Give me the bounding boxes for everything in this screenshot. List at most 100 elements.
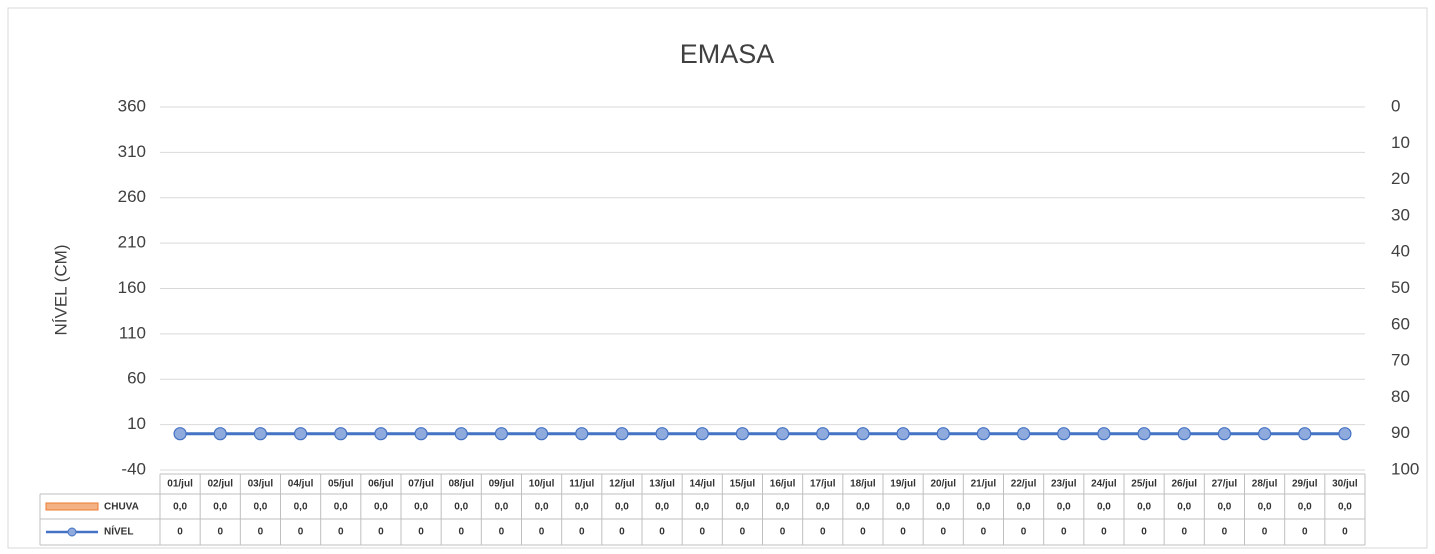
y-tick-label: 10 [127, 414, 146, 433]
table-value: 0 [1141, 527, 1147, 538]
x-tick-label: 23/jul [1051, 479, 1077, 490]
marker [615, 427, 629, 441]
table-value: 0 [1101, 527, 1107, 538]
y2-tick-label: 40 [1391, 242, 1410, 261]
x-tick-label: 21/jul [971, 479, 997, 490]
marker [1016, 427, 1031, 441]
y-axis-label: NÍVEL (CM) [51, 245, 70, 336]
table-value: 0,0 [454, 502, 468, 513]
marker [1338, 427, 1352, 441]
table-value: 0 [699, 527, 705, 538]
table-value: 0 [940, 527, 946, 538]
y-tick-label: 110 [119, 323, 146, 342]
marker [856, 427, 870, 441]
table-value: 0,0 [253, 502, 267, 513]
marker [775, 427, 790, 441]
table-value: 0 [981, 527, 987, 538]
marker [655, 427, 669, 441]
y-tick-label: 310 [118, 142, 146, 161]
table-value: 0 [1302, 527, 1308, 538]
table-value: 0,0 [414, 502, 428, 513]
marker [1137, 427, 1151, 441]
x-tick-label: 24/jul [1091, 479, 1117, 490]
y-tick-label: 160 [118, 278, 146, 297]
table-value: 0 [499, 527, 505, 538]
x-tick-label: 11/jul [569, 479, 594, 490]
table-value: 0,0 [1177, 502, 1191, 513]
chart-title: EMASA [680, 39, 775, 69]
x-tick-label: 20/jul [930, 479, 956, 490]
table-value: 0 [579, 527, 585, 538]
x-tick-label: 02/jul [207, 479, 233, 490]
table-value: 0,0 [494, 502, 508, 513]
table-value: 0,0 [535, 502, 549, 513]
y2-tick-label: 100 [1391, 459, 1419, 478]
marker [213, 427, 227, 441]
marker [1257, 427, 1272, 441]
table-value: 0,0 [936, 502, 950, 513]
table-value: 0,0 [1217, 502, 1231, 513]
table-value: 0 [659, 527, 665, 538]
table-value: 0,0 [1298, 502, 1312, 513]
table-value: 0,0 [575, 502, 589, 513]
table-value: 0 [177, 527, 183, 538]
y2-tick-label: 10 [1391, 133, 1410, 152]
x-tick-label: 15/jul [730, 479, 756, 490]
y-tick-label: 210 [118, 233, 146, 252]
y2-tick-label: 0 [1391, 96, 1400, 115]
table-value: 0,0 [294, 502, 308, 513]
table-value: 0 [740, 527, 746, 538]
table-value: 0,0 [1017, 502, 1031, 513]
table-value: 0 [1181, 527, 1187, 538]
marker [494, 427, 509, 441]
x-tick-label: 18/jul [850, 479, 876, 490]
y-tick-label: 360 [118, 96, 146, 115]
marker [334, 427, 348, 441]
legend-key [67, 527, 77, 537]
table-value: 0 [900, 527, 906, 538]
marker [173, 427, 187, 441]
y2-tick-label: 20 [1391, 169, 1410, 188]
marker [1097, 427, 1111, 441]
table-value: 0 [820, 527, 826, 538]
table-value: 0 [860, 527, 866, 538]
y-tick-label: -40 [121, 459, 146, 478]
x-tick-label: 03/jul [248, 479, 274, 490]
marker [936, 427, 950, 441]
marker [293, 427, 308, 441]
x-tick-label: 29/jul [1292, 479, 1318, 490]
table-value: 0,0 [896, 502, 910, 513]
marker [896, 427, 910, 441]
table-value: 0,0 [1057, 502, 1071, 513]
table-value: 0,0 [334, 502, 348, 513]
marker [575, 427, 589, 441]
marker [253, 427, 268, 441]
table-value: 0 [1061, 527, 1067, 538]
table-value: 0,0 [374, 502, 388, 513]
y2-tick-label: 60 [1391, 314, 1410, 333]
table-value: 0 [1222, 527, 1228, 538]
x-tick-label: 22/jul [1011, 479, 1037, 490]
table-value: 0 [378, 527, 384, 538]
table-value: 0,0 [816, 502, 830, 513]
legend-label: CHUVA [104, 502, 139, 513]
table-value: 0,0 [1258, 502, 1272, 513]
table-value: 0 [258, 527, 264, 538]
table-value: 0,0 [735, 502, 749, 513]
y2-tick-label: 70 [1391, 351, 1410, 370]
table-value: 0 [619, 527, 625, 538]
x-tick-label: 04/jul [288, 479, 314, 490]
x-tick-label: 19/jul [890, 479, 916, 490]
marker [1177, 427, 1191, 441]
x-tick-label: 07/jul [408, 479, 434, 490]
y2-tick-label: 90 [1391, 423, 1410, 442]
table-value: 0 [458, 527, 464, 538]
x-tick-label: 05/jul [328, 479, 354, 490]
marker [454, 427, 468, 441]
table-value: 0 [539, 527, 545, 538]
x-tick-label: 01/jul [167, 479, 193, 490]
table-value: 0,0 [776, 502, 790, 513]
table-value: 0,0 [655, 502, 669, 513]
table-value: 0,0 [695, 502, 709, 513]
